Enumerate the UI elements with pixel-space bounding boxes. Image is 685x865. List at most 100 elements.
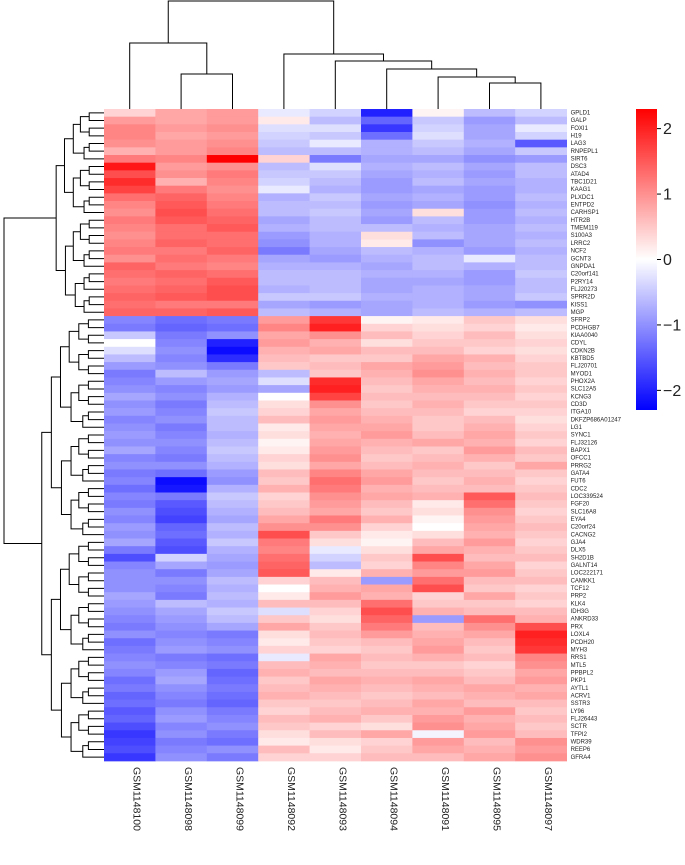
heatmap-cell	[206, 216, 259, 225]
sample-label: GSM1148094	[388, 767, 400, 831]
dendrogram-branch	[68, 553, 79, 586]
heatmap-cell	[309, 699, 362, 708]
heatmap-cell	[515, 254, 567, 263]
gene-label: GJA4	[571, 540, 587, 546]
heatmap-cell	[258, 523, 310, 532]
heatmap-cell	[155, 331, 208, 340]
heatmap-cell	[258, 224, 310, 233]
heatmap-cell	[515, 354, 567, 363]
heatmap-cell	[206, 185, 259, 194]
dendrogram-branch	[437, 76, 516, 109]
sample-label: GSM1148098	[182, 767, 194, 831]
heatmap-cell	[463, 423, 516, 432]
heatmap-cell	[412, 507, 465, 516]
heatmap-cell	[361, 162, 413, 171]
heatmap-cell	[155, 446, 208, 455]
heatmap-cell	[258, 645, 310, 654]
heatmap-cell	[309, 484, 362, 493]
heatmap-cell	[361, 622, 413, 631]
heatmap-cell	[463, 362, 516, 371]
dendrogram-branch	[78, 660, 89, 678]
heatmap-cell	[309, 584, 362, 593]
heatmap-cell	[463, 691, 516, 700]
heatmap-cell	[104, 300, 156, 309]
heatmap-cell	[104, 446, 156, 455]
heatmap-cell	[155, 707, 208, 716]
heatmap-cell	[206, 162, 259, 171]
heatmap-cell	[155, 293, 208, 302]
dendrogram-branch	[180, 73, 233, 109]
heatmap-cell	[155, 561, 208, 570]
heatmap-cell	[412, 385, 465, 394]
dendrogram-branch	[129, 42, 208, 109]
gene-label: OFCC1	[571, 456, 592, 462]
heatmap-cell	[155, 714, 208, 723]
heatmap-cell	[463, 109, 516, 118]
heatmap-cell	[258, 691, 310, 700]
heatmap-cell	[206, 109, 259, 118]
heatmap-cell	[361, 415, 413, 424]
heatmap-cell	[206, 684, 259, 693]
heatmap-cell	[206, 400, 259, 409]
heatmap-cell	[309, 592, 362, 601]
heatmap-cell	[515, 438, 567, 447]
heatmap-cell	[104, 293, 156, 302]
heatmap-cell	[206, 722, 259, 731]
heatmap-cell	[309, 622, 362, 631]
heatmap-cell	[515, 308, 567, 317]
heatmap-cell	[258, 155, 310, 164]
heatmap-cell	[515, 362, 567, 371]
sample-label: GSM1148091	[439, 767, 451, 831]
heatmap-cell	[463, 431, 516, 440]
heatmap-cell	[412, 630, 465, 639]
dendrogram-branch	[3, 217, 57, 545]
heatmap-cell	[309, 538, 362, 547]
heatmap-cell	[206, 576, 259, 585]
heatmap-cell	[361, 446, 413, 455]
heatmap-cell	[463, 224, 516, 233]
heatmap-cell	[412, 392, 465, 401]
dendrogram-branch	[87, 396, 104, 405]
heatmap-cell	[155, 753, 208, 762]
heatmap-cell	[155, 576, 208, 585]
heatmap-cell	[515, 676, 567, 685]
heatmap-cell	[104, 538, 156, 547]
gene-label: KIAA0040	[571, 333, 599, 339]
heatmap-cell	[206, 553, 259, 562]
color-scale-bar: 2 1 0 −1 −2	[636, 109, 681, 410]
heatmap-cell	[104, 454, 156, 463]
heatmap-cell	[361, 737, 413, 747]
sample-label: GSM1148099	[234, 767, 246, 831]
heatmap-cell	[463, 676, 516, 685]
heatmap-cell	[206, 408, 259, 417]
dendrogram-branch	[70, 499, 83, 530]
heatmap-cell	[309, 277, 362, 286]
heatmap-cell	[155, 653, 208, 662]
heatmap-cell	[361, 385, 413, 394]
heatmap-cell	[412, 684, 465, 693]
heatmap-cell	[412, 699, 465, 708]
heatmap-cell	[258, 293, 310, 302]
dendrogram-branch	[87, 633, 104, 643]
heatmap-cell	[412, 109, 465, 118]
heatmap-cell	[412, 691, 465, 700]
heatmap-cell	[258, 300, 310, 309]
heatmap-cell	[206, 730, 259, 739]
heatmap-cell	[463, 477, 516, 486]
heatmap-cell	[361, 408, 413, 417]
heatmap-cell	[258, 538, 310, 547]
dendrogram-branch	[78, 492, 89, 509]
gene-label: WDR39	[571, 739, 593, 745]
heatmap-cell	[309, 561, 362, 570]
heatmap-cell	[258, 707, 310, 716]
heatmap-cell	[361, 745, 413, 754]
heatmap-cell	[155, 400, 208, 409]
heatmap-cell	[463, 339, 516, 348]
heatmap-cell	[309, 415, 362, 424]
heatmap-cell	[412, 561, 465, 570]
heatmap-cell	[463, 231, 516, 240]
heatmap-cell	[206, 507, 259, 516]
heatmap-cell	[515, 753, 567, 762]
heatmap-cell	[515, 178, 567, 187]
gene-label: RRS1	[571, 655, 588, 661]
